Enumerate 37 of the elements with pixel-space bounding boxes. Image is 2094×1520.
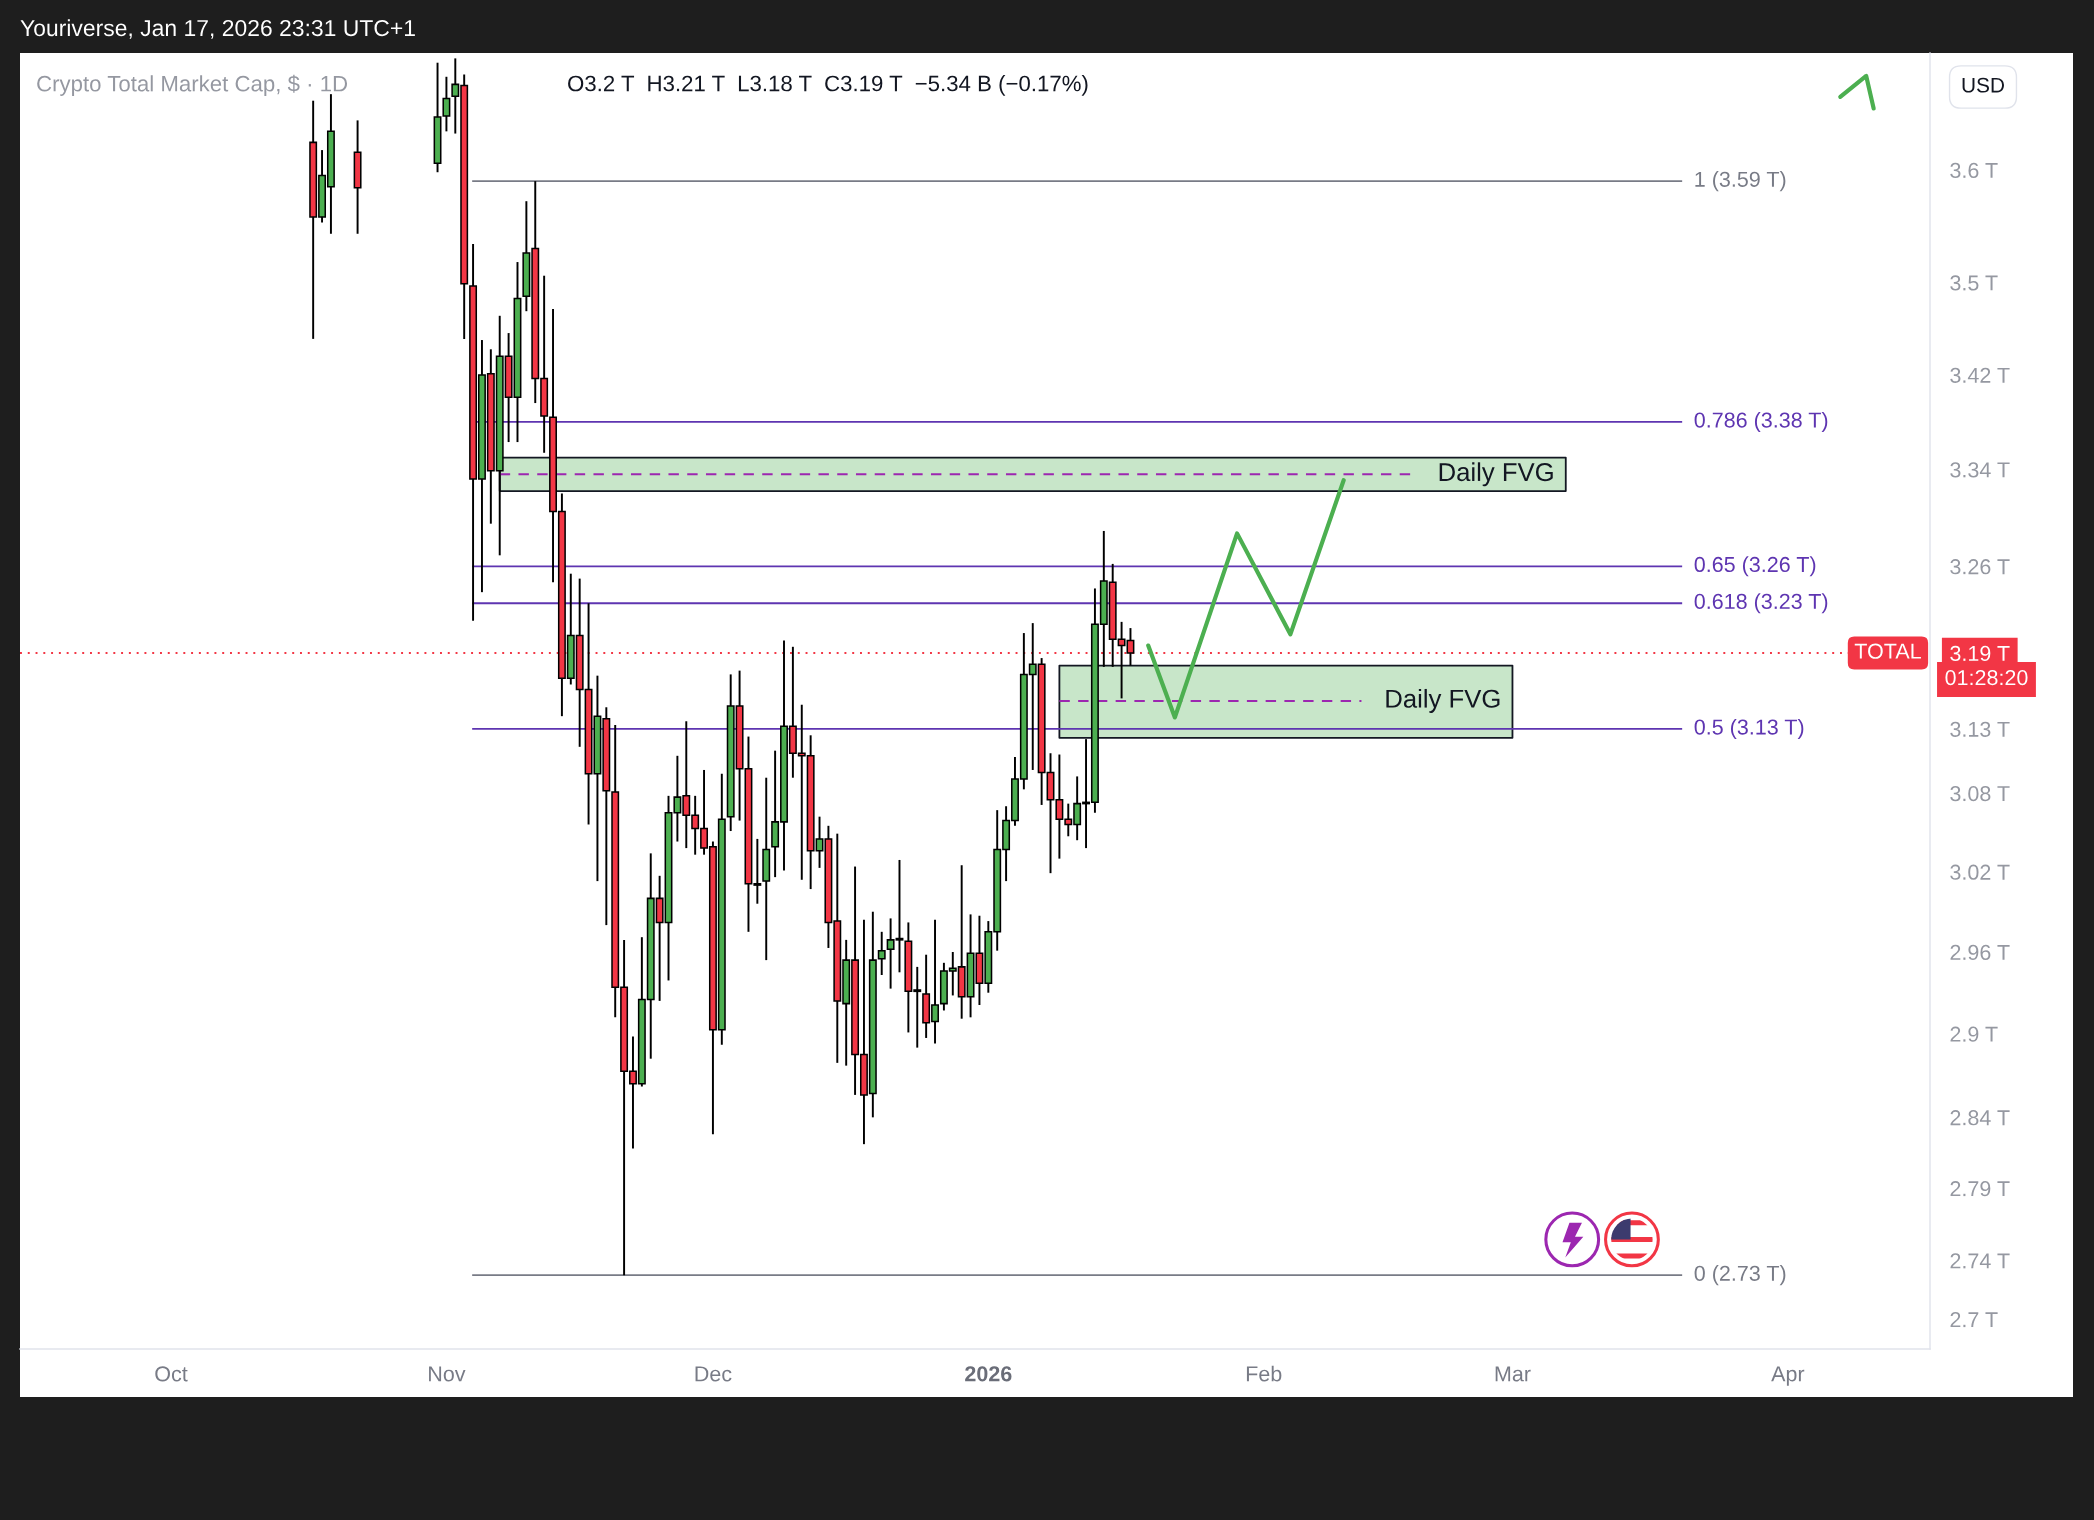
x-tick-label: Dec <box>695 1366 732 1382</box>
text: O3.2 T H3.21 T L3.18 T C3.19 T −5.34 B (−0.17%) <box>568 75 1088 96</box>
y-tick-label: 3.6 T <box>1950 162 1998 179</box>
y-tick-label: 3.34 T <box>1950 462 2010 478</box>
y-tick-label: 2.79 T <box>1950 1181 2010 1197</box>
x-tick-label: Mar <box>1495 1366 1531 1382</box>
y-tick-label: 2.74 T <box>1950 1253 2010 1269</box>
series-label: 0 (2.73 T) <box>1694 1265 1786 1286</box>
y-tick-label: 2.9 T <box>1950 1026 1998 1042</box>
y-tick-label: 3.26 T <box>1950 559 2010 575</box>
y-tick-label: 3.08 T <box>1950 786 2010 802</box>
text: Youriverse, Jan 17, 2026 23:31 UTC+1 <box>20 19 415 39</box>
text: Crypto Total Market Cap, $ · 1D <box>37 74 348 96</box>
x-tick-label: Feb <box>1246 1365 1282 1382</box>
ref-line-label: TOTAL <box>1854 643 1921 659</box>
x-tick-label: Apr <box>1771 1366 1805 1386</box>
y-tick-label: 2.7 T <box>1950 1312 1998 1328</box>
y-tick-label: 3.42 T <box>1950 367 2010 383</box>
series-label: Daily FVG <box>1439 462 1553 487</box>
x-tick-label: Nov <box>429 1366 466 1382</box>
y-tick-label: 3.02 T <box>1950 864 2010 880</box>
y-tick-label: 2.84 T <box>1950 1110 2010 1126</box>
series-label: 0.786 (3.38 T) <box>1694 411 1828 432</box>
y-tick-label: 2.96 T <box>1950 944 2010 961</box>
line-series <box>1146 478 1346 720</box>
x-tick-label: 2026 <box>965 1366 1012 1382</box>
series-label: 0.5 (3.13 T) <box>1694 718 1804 739</box>
x-tick-label: Oct <box>155 1366 188 1382</box>
y-tick-label: 3.5 T <box>1950 275 1998 291</box>
text: 01:28:20 <box>1945 669 2028 686</box>
y-tick-label: 3.19 T <box>1950 645 2010 662</box>
series-label: Daily FVG <box>1386 688 1500 713</box>
y-axis-title: USD <box>1962 77 2004 93</box>
series-label: 0.618 (3.23 T) <box>1694 593 1828 614</box>
series-label: 0.65 (3.26 T) <box>1694 556 1816 577</box>
series-label: 1 (3.59 T) <box>1695 171 1786 192</box>
y-tick-label: 3.13 T <box>1950 721 2010 737</box>
